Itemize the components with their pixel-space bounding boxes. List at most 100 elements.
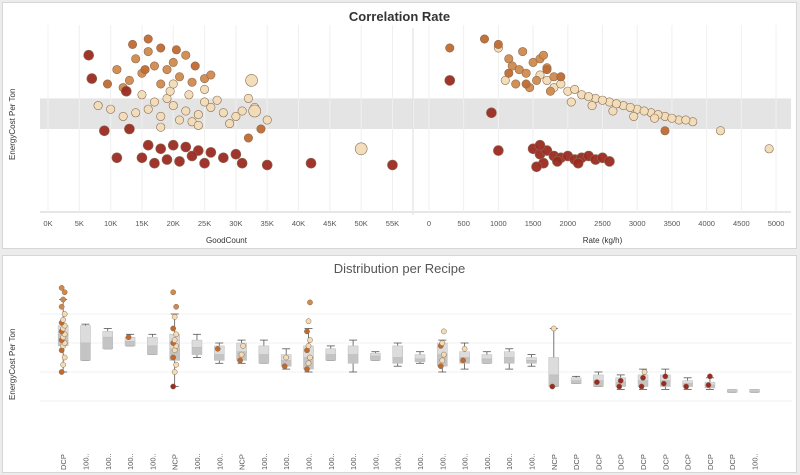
goodcount-x-tick-label: 15K — [135, 219, 148, 228]
goodcount-x-axis-title: GoodCount — [206, 236, 248, 245]
box-lower-half — [258, 354, 270, 364]
rate-point-orange — [511, 79, 521, 89]
box-point — [439, 357, 446, 364]
box-lower-half — [570, 380, 582, 384]
box-point — [307, 354, 313, 361]
box-point — [307, 299, 313, 306]
rate-point-orange — [538, 50, 548, 60]
goodcount-point-light — [175, 115, 185, 125]
goodcount-point-dark_red — [86, 73, 98, 84]
box-point — [617, 377, 624, 384]
goodcount-point-dark_red — [99, 125, 110, 137]
rate-point-light — [584, 92, 594, 102]
box-point — [240, 343, 246, 349]
box-category-label: NCP — [238, 454, 247, 470]
box-upper-half — [548, 357, 560, 376]
rate-point-light — [650, 113, 660, 123]
rate-point-dark_orange — [660, 126, 670, 136]
rate-point-orange — [514, 65, 524, 75]
goodcount-point-light_large — [248, 104, 261, 118]
rate-point-light — [608, 106, 618, 116]
rate-x-tick-label: 1000 — [490, 219, 507, 228]
box-category-label: 100.. — [193, 453, 202, 470]
rate-point-orange — [518, 47, 528, 57]
rate-x-axis-title: Rate (kg/h) — [583, 236, 623, 245]
goodcount-point-dark_red — [387, 159, 398, 171]
goodcount-point-orange — [181, 50, 191, 60]
box-upper-half — [191, 339, 203, 348]
rate-point-dark_orange — [556, 72, 566, 82]
box-point — [61, 289, 68, 296]
rate-x-tick-label: 3000 — [629, 219, 646, 228]
goodcount-point-dark_orange — [171, 45, 181, 55]
box-point — [304, 366, 310, 372]
rate-point-light — [500, 75, 510, 85]
box-point — [707, 373, 713, 380]
box-point — [549, 383, 556, 390]
rate-point-light — [716, 126, 726, 136]
goodcount-point-dark_red — [205, 147, 217, 158]
goodcount-x-tick-label: 5K — [75, 219, 84, 228]
box-category-label: DCP — [617, 454, 626, 470]
goodcount-point-light — [149, 97, 159, 107]
box-point — [58, 303, 65, 310]
box-category-label: 100.. — [505, 453, 514, 470]
box-point — [662, 373, 669, 380]
box-point — [170, 354, 177, 361]
box-upper-half — [147, 336, 158, 347]
goodcount-x-tick-label: 30K — [229, 219, 242, 228]
goodcount-point-dark_red — [230, 148, 242, 160]
rate-point-light — [587, 101, 597, 111]
rate-point-light — [764, 144, 774, 154]
goodcount-point-light — [184, 90, 194, 100]
goodcount-point-light — [193, 120, 203, 130]
box-lower-half — [503, 357, 515, 364]
goodcount-point-light — [243, 93, 253, 103]
goodcount-point-orange — [143, 47, 153, 57]
goodcount-point-dark_orange — [143, 34, 153, 44]
box-category-label: DCP — [684, 454, 693, 470]
box-point — [171, 369, 178, 375]
goodcount-x-tick-label: 20K — [167, 219, 180, 228]
rate-point-light — [629, 111, 639, 121]
box-point — [307, 337, 313, 343]
box-category-label: DCP — [706, 454, 715, 470]
box-lower-half — [481, 358, 493, 364]
goodcount-point-dark_red — [136, 152, 148, 164]
box-point — [281, 363, 288, 370]
goodcount-point-orange — [112, 65, 122, 75]
goodcount-point-light — [106, 104, 116, 114]
box-point — [170, 289, 177, 296]
goodcount-point-light — [225, 119, 235, 129]
box-category-label: 100.. — [327, 453, 336, 470]
goodcount-point-dark_orange — [103, 79, 113, 89]
goodcount-point-light — [212, 95, 222, 105]
rate-point-dark_red — [486, 107, 497, 119]
goodcount-x-tick-label: 45K — [323, 219, 336, 228]
box-category-label: 100.. — [483, 453, 492, 470]
box-upper-half — [325, 348, 337, 355]
box-lower-half — [191, 347, 203, 355]
box-lower-half — [526, 360, 537, 364]
rate-point-light — [542, 75, 552, 85]
box-upper-half — [102, 331, 114, 338]
goodcount-point-light — [168, 79, 178, 89]
goodcount-point-dark_red — [83, 49, 95, 61]
box-lower-half — [347, 354, 359, 364]
rate-point-dark_red — [493, 145, 504, 156]
rate-point-light — [566, 97, 576, 107]
rate-point-dark_red — [572, 157, 584, 169]
rate-point-orange — [545, 86, 555, 96]
goodcount-point-orange — [131, 54, 141, 64]
box-point — [305, 318, 312, 325]
box-point — [305, 343, 312, 349]
box-upper-half — [459, 351, 470, 358]
box-lower-half — [325, 354, 337, 361]
goodcount-point-light — [156, 111, 166, 121]
box-category-label: 100.. — [260, 453, 269, 470]
box-category-label: 100.. — [416, 453, 425, 470]
box-point — [170, 325, 177, 332]
box-point — [305, 360, 312, 367]
box-lower-half — [370, 355, 381, 361]
